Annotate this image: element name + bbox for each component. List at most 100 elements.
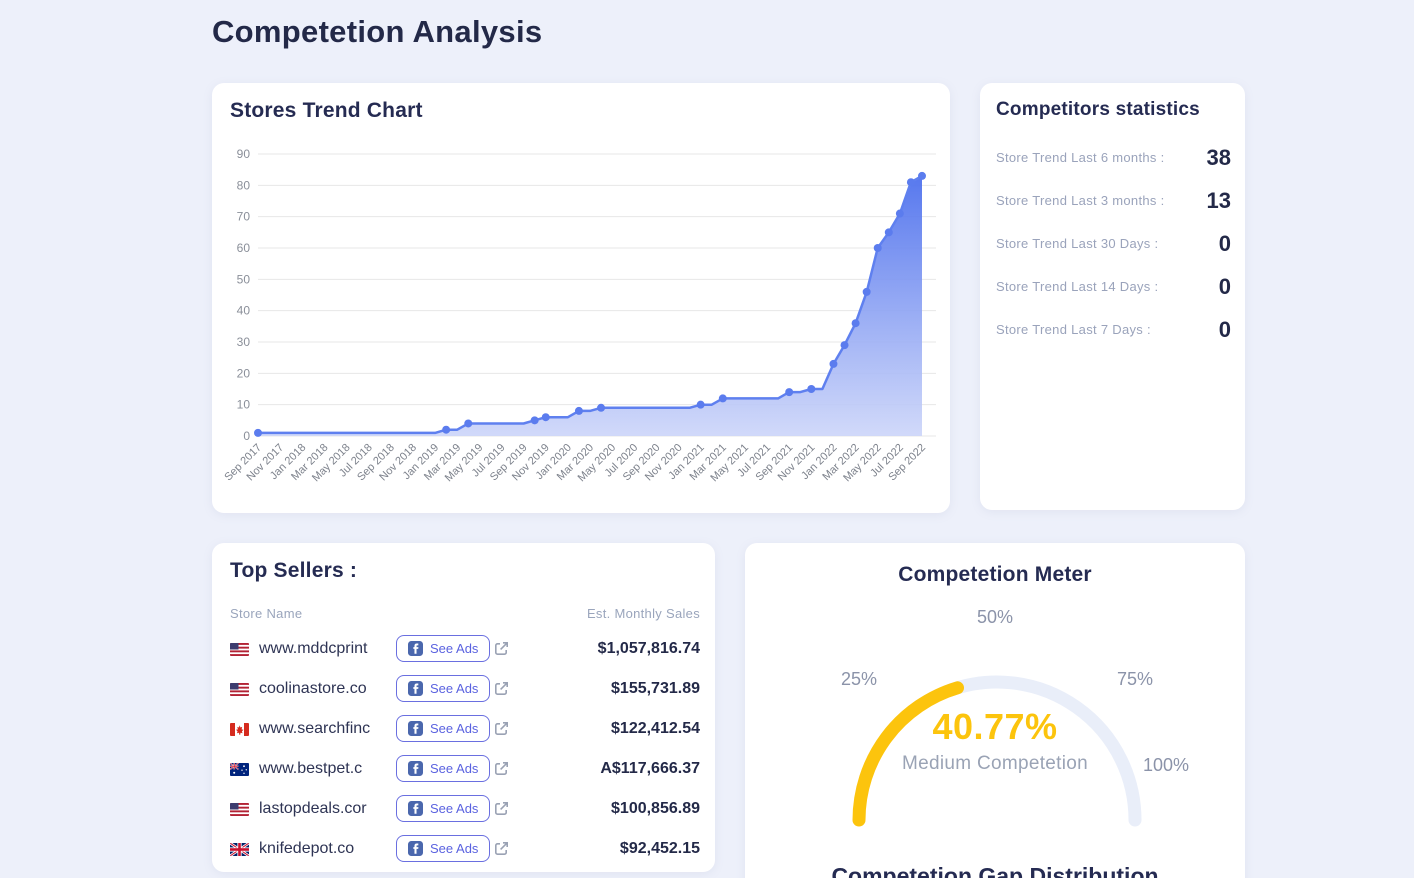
top-sellers-title: Top Sellers : — [230, 559, 358, 582]
external-link-icon[interactable] — [493, 680, 510, 697]
uk-flag-icon — [230, 842, 249, 856]
see-ads-button[interactable]: See Ads — [396, 675, 491, 702]
store-name[interactable]: www.mddcprint — [259, 640, 368, 657]
see-ads-label: See Ads — [430, 721, 479, 736]
gauge-fill-arc — [852, 681, 964, 827]
y-axis-tick: 70 — [237, 210, 251, 224]
store-name[interactable]: lastopdeals.cor — [259, 800, 367, 817]
see-ads-button[interactable]: See Ads — [396, 755, 491, 782]
facebook-icon — [408, 681, 423, 696]
stat-row: Store Trend Last 30 Days : 0 — [996, 222, 1231, 265]
y-axis-tick: 40 — [237, 304, 251, 318]
see-ads-button[interactable]: See Ads — [396, 715, 491, 742]
stat-label: Store Trend Last 30 Days : — [996, 236, 1159, 251]
gauge-label-100: 100% — [1143, 755, 1190, 775]
seller-row: coolinastore.co See Ads $155,731.89 — [230, 669, 700, 709]
external-link-icon[interactable] — [493, 640, 510, 657]
y-axis-tick: 30 — [237, 335, 251, 349]
us-flag-icon — [230, 642, 249, 656]
gauge-value: 40.77% — [932, 706, 1058, 747]
seller-row: lastopdeals.cor See Ads $100,856.89 — [230, 789, 700, 829]
store-name[interactable]: coolinastore.co — [259, 680, 367, 697]
top-sellers-rows: www.mddcprint See Ads $1,057,816.74 coolina… — [230, 629, 700, 869]
y-axis-tick: 10 — [237, 398, 251, 412]
competitors-statistics-card: Competitors statistics Store Trend Last … — [980, 83, 1245, 510]
est-monthly-sales: A$117,666.37 — [600, 760, 700, 777]
open-store-link[interactable] — [493, 800, 510, 817]
y-axis-tick: 20 — [237, 366, 251, 380]
us-flag-icon — [230, 802, 249, 816]
external-link-icon[interactable] — [493, 800, 510, 817]
gauge-label-25: 25% — [841, 669, 878, 689]
open-store-link[interactable] — [493, 720, 510, 737]
see-ads-button[interactable]: See Ads — [396, 635, 491, 662]
competetion-gauge — [852, 675, 1142, 827]
est-monthly-sales: $1,057,816.74 — [597, 640, 700, 657]
stat-row: Store Trend Last 7 Days : 0 — [996, 308, 1231, 351]
y-axis-tick: 50 — [237, 272, 251, 286]
y-axis-tick: 0 — [243, 429, 250, 443]
competetion-meter-card: Competetion Meter 25% 50% 75% 100% 40.77… — [745, 543, 1245, 878]
see-ads-label: See Ads — [430, 841, 479, 856]
store-name[interactable]: knifedepot.co — [259, 840, 355, 857]
facebook-icon — [408, 841, 423, 856]
y-axis-tick: 80 — [237, 178, 251, 192]
competitors-statistics-title: Competitors statistics — [996, 99, 1200, 120]
est-monthly-sales: $155,731.89 — [611, 680, 700, 697]
est-monthly-sales: $92,452.15 — [619, 840, 700, 857]
stat-row: Store Trend Last 14 Days : 0 — [996, 265, 1231, 308]
see-ads-label: See Ads — [430, 761, 479, 776]
australia-flag-icon — [230, 762, 249, 776]
column-est-monthly-sales: Est. Monthly Sales — [586, 606, 700, 621]
competetion-meter-title: Competetion Meter — [898, 563, 1092, 586]
est-monthly-sales: $100,856.89 — [611, 800, 700, 817]
y-axis-tick: 60 — [237, 241, 251, 255]
store-name[interactable]: www.searchfinc — [259, 720, 371, 737]
see-ads-label: See Ads — [430, 801, 479, 816]
stat-value: 0 — [1218, 273, 1231, 299]
stat-label: Store Trend Last 3 months : — [996, 193, 1165, 208]
statistics-rows: Store Trend Last 6 months :38 Store Trend… — [996, 136, 1231, 351]
stores-trend-chart-card: Stores Trend Chart 0 10 20 30 40 50 60 70 80 90 Se… — [212, 83, 950, 513]
see-ads-button[interactable]: See Ads — [396, 835, 491, 862]
top-sellers-card: Top Sellers : Store Name Est. Monthly Sa… — [212, 543, 715, 872]
open-store-link[interactable] — [493, 640, 510, 657]
see-ads-button[interactable]: See Ads — [396, 795, 491, 822]
stat-value: 0 — [1218, 230, 1231, 256]
facebook-icon — [408, 801, 423, 816]
gauge-level-label: Medium Competetion — [902, 753, 1088, 774]
facebook-icon — [408, 721, 423, 736]
canada-flag-icon — [230, 722, 249, 736]
open-store-link[interactable] — [493, 840, 510, 857]
seller-row: www.bestpet.c See Ads A$117,666.37 — [230, 749, 700, 789]
us-flag-icon — [230, 682, 249, 696]
see-ads-label: See Ads — [430, 681, 479, 696]
stat-value: 38 — [1206, 144, 1231, 170]
column-store-name: Store Name — [230, 606, 303, 621]
stat-row: Store Trend Last 3 months : 13 — [996, 179, 1231, 222]
open-store-link[interactable] — [493, 680, 510, 697]
stat-value: 13 — [1206, 187, 1231, 213]
stat-label: Store Trend Last 14 Days : — [996, 279, 1159, 294]
stat-label: Store Trend Last 6 months : — [996, 150, 1165, 165]
competetion-gap-distribution-title: Competetion Gap Distribution — [831, 863, 1159, 878]
facebook-icon — [408, 641, 423, 656]
external-link-icon[interactable] — [493, 840, 510, 857]
gauge-label-75: 75% — [1117, 669, 1154, 689]
top-sellers-header: Store Name Est. Monthly Sales — [230, 606, 700, 621]
see-ads-label: See Ads — [430, 641, 479, 656]
store-name[interactable]: www.bestpet.c — [259, 760, 363, 777]
external-link-icon[interactable] — [493, 760, 510, 777]
facebook-icon — [408, 761, 423, 776]
est-monthly-sales: $122,412.54 — [611, 720, 700, 737]
gauge-label-50: 50% — [976, 607, 1014, 627]
open-store-link[interactable] — [493, 760, 510, 777]
seller-row: www.searchfinc See Ads $122,412.54 — [230, 709, 700, 749]
y-axis-tick: 90 — [237, 147, 251, 161]
stat-row: Store Trend Last 6 months : 38 — [996, 136, 1231, 179]
stat-label: Store Trend Last 7 Days : — [996, 322, 1151, 337]
external-link-icon[interactable] — [493, 720, 510, 737]
stat-value: 0 — [1218, 316, 1231, 342]
trend-chart-title: Stores Trend Chart — [230, 99, 423, 122]
